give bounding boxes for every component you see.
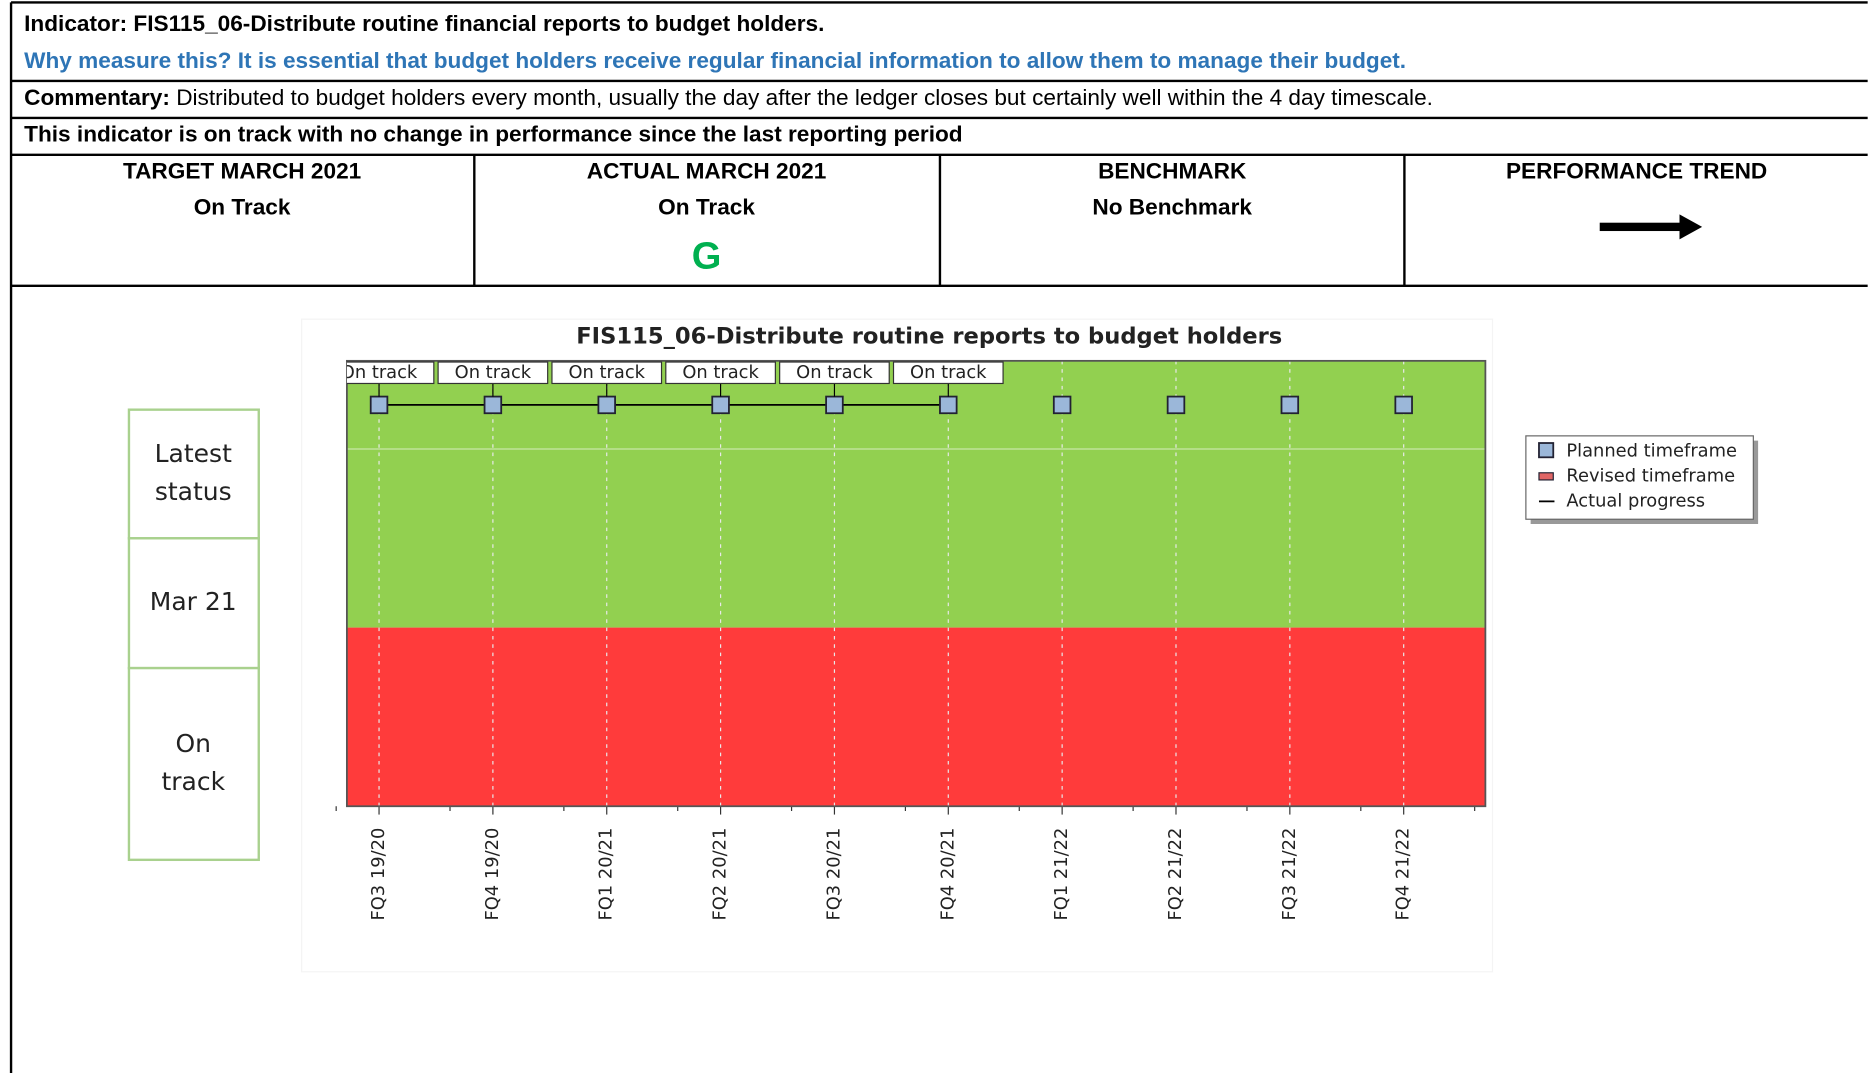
planned-marker (369, 395, 389, 415)
x-tick-label: FQ1 21/22 (1051, 828, 1072, 921)
planned-marker (939, 395, 958, 415)
status-text: Mar 21 (150, 587, 237, 616)
planned-marker (1280, 395, 1300, 415)
table-header: PERFORMANCE TREND (1506, 159, 1767, 184)
x-tick-label: FQ4 21/22 (1393, 828, 1414, 921)
planned-marker (711, 395, 730, 415)
commentary-text: Distributed to budget holders every mont… (176, 85, 1433, 110)
x-tick-label: FQ3 21/22 (1279, 828, 1300, 921)
planned-marker (1394, 395, 1413, 415)
plot-border (345, 359, 1487, 808)
label-box (551, 361, 663, 385)
status-line: This indicator is on track with no chang… (24, 122, 962, 147)
on-track-band (346, 360, 1486, 628)
trend-arrow (1599, 214, 1703, 240)
table-value: On Track (658, 194, 755, 219)
planned-marker (1166, 395, 1186, 415)
legend-revised (1538, 472, 1554, 481)
label-box (346, 361, 435, 385)
progress-label: On track (682, 362, 759, 383)
chart-title: FIS115_06-Distribute routine reports to … (576, 324, 1282, 350)
label-box (437, 361, 549, 385)
status-text: status (155, 477, 232, 506)
x-tick-label: FQ1 20/21 (596, 828, 617, 921)
status-text: On (175, 729, 211, 758)
legend-label: Planned timeframe (1566, 440, 1737, 461)
status-text: Latest (155, 439, 232, 468)
commentary-label: Commentary: (24, 85, 170, 110)
progress-label: On track (341, 362, 418, 383)
planned-marker (483, 395, 503, 415)
legend-label: Revised timeframe (1566, 465, 1735, 486)
status-cell (127, 408, 260, 540)
indicator: Indicator: FIS115_06-Distribute routine … (24, 11, 824, 36)
progress-label: On track (568, 362, 645, 383)
table-header: BENCHMARK (1098, 159, 1247, 184)
legend (1525, 435, 1754, 520)
commentary: Commentary: Distributed to budget holder… (24, 85, 1433, 110)
rag-rating: G (692, 235, 722, 277)
why-measure: Why measure this? It is essential that b… (24, 48, 1406, 73)
x-tick-label: FQ2 21/22 (1165, 828, 1186, 921)
planned-marker (1052, 395, 1072, 415)
table-value: On Track (194, 194, 291, 219)
table-header: ACTUAL MARCH 2021 (587, 159, 827, 184)
progress-label: On track (910, 362, 987, 383)
legend-label: Actual progress (1566, 490, 1705, 511)
legend-planned (1538, 442, 1555, 459)
progress-label: On track (796, 362, 873, 383)
table-value: No Benchmark (1092, 194, 1252, 219)
x-tick-label: FQ4 20/21 (937, 828, 958, 921)
label-box (892, 361, 1004, 385)
status-text: track (161, 767, 225, 796)
x-tick-label: FQ3 20/21 (823, 828, 844, 921)
label-box (779, 361, 890, 385)
progress-label: On track (455, 362, 532, 383)
x-tick-label: FQ4 19/20 (482, 828, 503, 921)
table-header: TARGET MARCH 2021 (123, 159, 361, 184)
x-tick-label: FQ2 20/21 (710, 828, 731, 921)
x-tick-label: FQ3 19/20 (368, 828, 389, 921)
off-track-band (346, 627, 1486, 807)
label-box (665, 361, 776, 385)
planned-marker (597, 395, 616, 415)
progress-labels: On track On track On track On track On track… (341, 361, 1004, 397)
planned-marker (825, 395, 844, 415)
status-cell (127, 666, 260, 862)
header-lines (9, 1, 1868, 1073)
